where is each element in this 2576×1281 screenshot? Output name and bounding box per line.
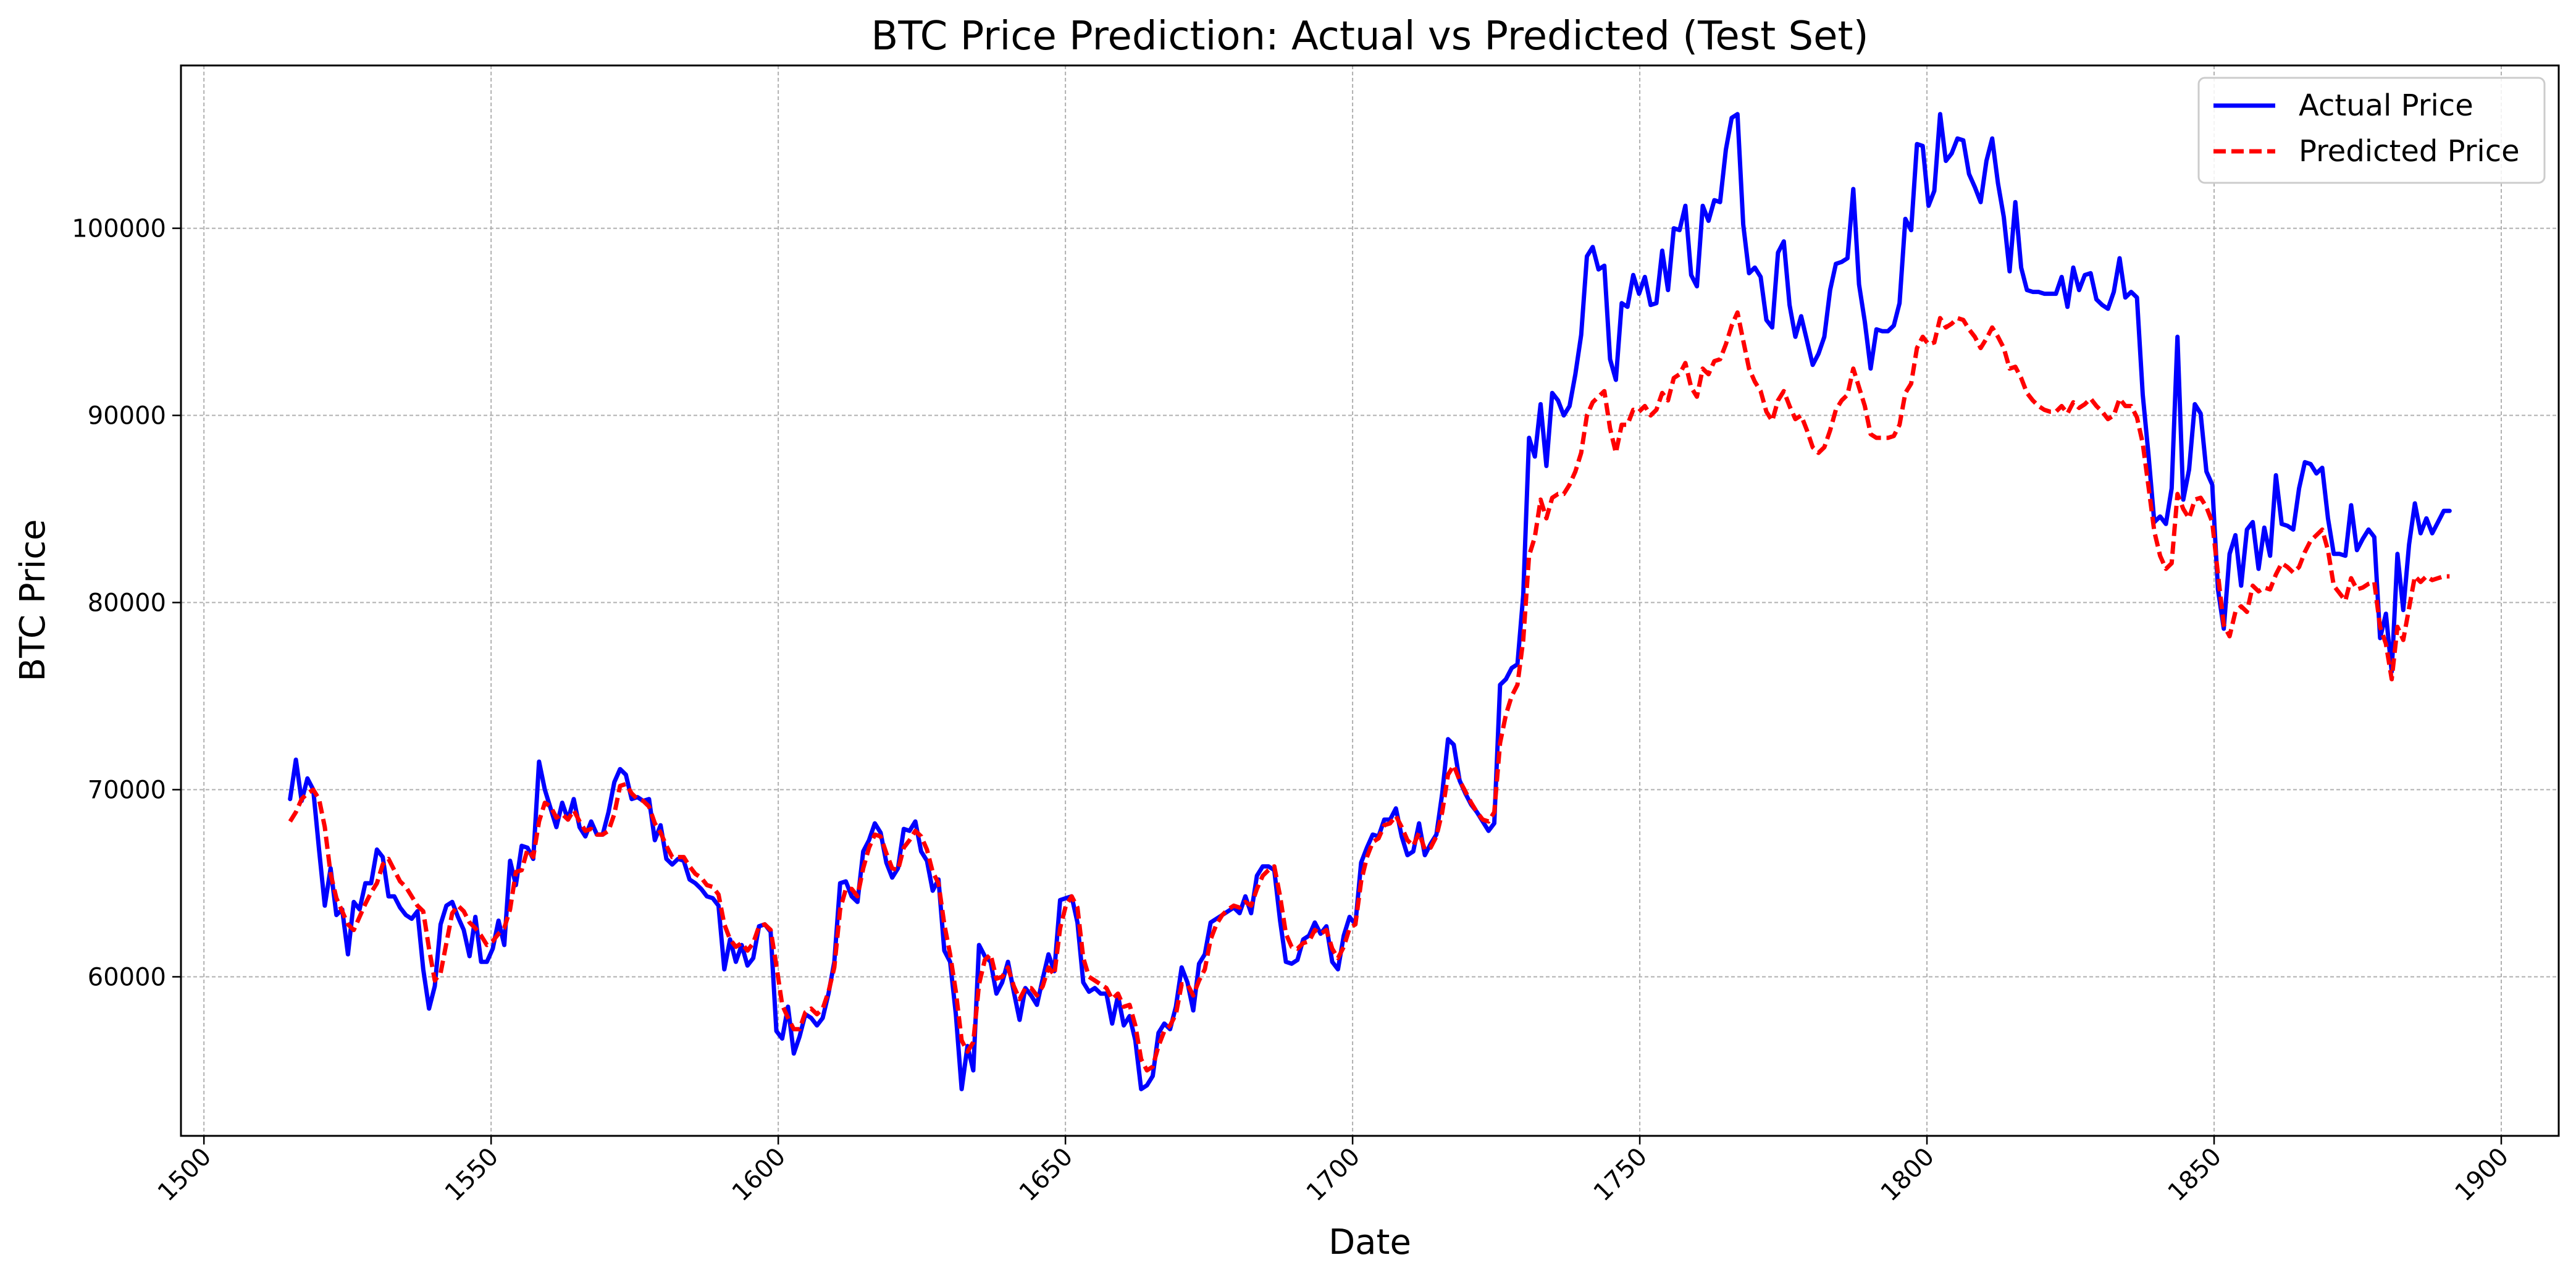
y-tick-label-2: 80000 xyxy=(88,589,166,618)
legend-label-actual-price: Actual Price xyxy=(2299,88,2473,123)
legend-label-predicted-price: Predicted Price xyxy=(2299,134,2520,169)
y-tick-label-0: 60000 xyxy=(88,963,166,991)
legend: Actual Price Predicted Price xyxy=(2197,77,2546,184)
chart-title: BTC Price Prediction: Actual vs Predicte… xyxy=(871,14,1868,59)
plot-frame xyxy=(180,64,2560,1137)
y-tick-label-4: 100000 xyxy=(72,215,166,243)
x-axis-label: Date xyxy=(1328,1222,1411,1262)
legend-box xyxy=(2197,77,2546,184)
series-line-predicted-price xyxy=(288,310,2450,1073)
grid-layer xyxy=(181,65,2559,1136)
series-layer xyxy=(288,112,2452,1091)
y-tick-label-3: 90000 xyxy=(88,402,166,430)
y-axis-label: BTC Price xyxy=(13,519,53,682)
y-tick-label-1: 70000 xyxy=(88,776,166,805)
